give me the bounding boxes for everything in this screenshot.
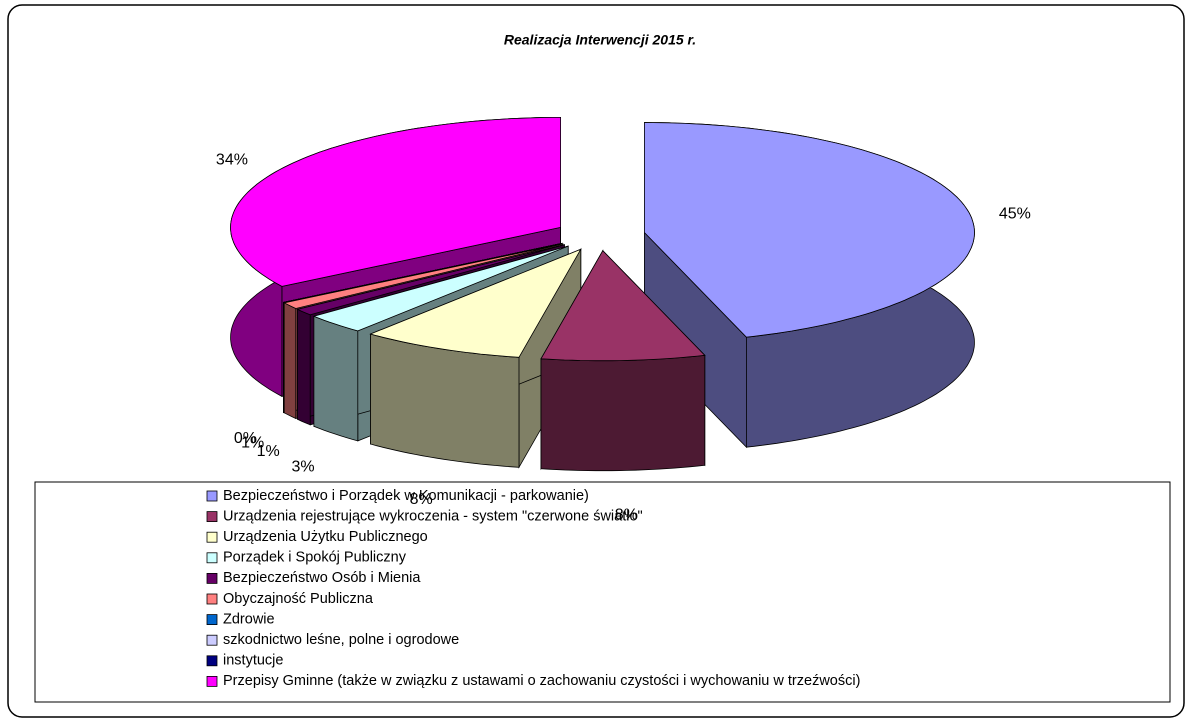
legend-label: Obyczajność Publiczna	[223, 591, 374, 607]
legend-label: Przepisy Gminne (także w związku z ustaw…	[223, 673, 860, 689]
slice-side	[297, 308, 311, 426]
data-label: 45%	[999, 205, 1031, 222]
legend-swatch	[206, 531, 218, 543]
slice	[283, 243, 563, 303]
slice	[312, 245, 569, 332]
legend-label: Porządek i Spokój Publiczny	[223, 550, 407, 566]
slice	[644, 122, 975, 338]
data-label: 1%	[257, 443, 280, 460]
slice-side	[540, 354, 706, 472]
data-label: 3%	[291, 458, 314, 475]
slice	[230, 117, 561, 287]
legend-label: Bezpieczeństwo Osób i Mienia	[223, 570, 421, 586]
legend-swatch	[206, 676, 218, 687]
legend-label: Urządzenia Użytku Publicznego	[223, 529, 428, 545]
legend-swatch	[206, 593, 218, 605]
slice	[369, 248, 582, 358]
legend-swatch	[206, 614, 218, 625]
legend-swatch	[206, 552, 218, 564]
data-label: 0%	[234, 430, 257, 447]
legend-box	[34, 481, 1171, 703]
slice	[296, 244, 565, 316]
data-label: 8%	[615, 507, 638, 524]
legend-label: Bezpieczeństwo i Porządek w Komunikacji …	[223, 488, 589, 504]
data-label: 8%	[410, 491, 433, 508]
slice-side	[313, 315, 359, 442]
legend-swatch	[206, 511, 218, 523]
legend-swatch	[206, 490, 218, 502]
legend-label: instytucje	[223, 653, 283, 669]
chart-title: Realizacja Interwencji 2015 r.	[504, 32, 696, 48]
slice-side	[283, 302, 297, 420]
legend-swatch	[206, 634, 218, 646]
legend-label: Urządzenia rejestrujące wykroczenia - sy…	[223, 508, 643, 524]
legend-label: Zdrowie	[223, 611, 275, 627]
data-label: 1%	[241, 434, 264, 451]
legend-swatch	[206, 573, 218, 584]
slice	[283, 243, 563, 309]
legend-label: szkodnictwo leśne, polne i ogrodowe	[223, 632, 459, 648]
legend-swatch	[206, 655, 218, 667]
slice	[540, 250, 706, 362]
data-label: 34%	[216, 151, 248, 168]
